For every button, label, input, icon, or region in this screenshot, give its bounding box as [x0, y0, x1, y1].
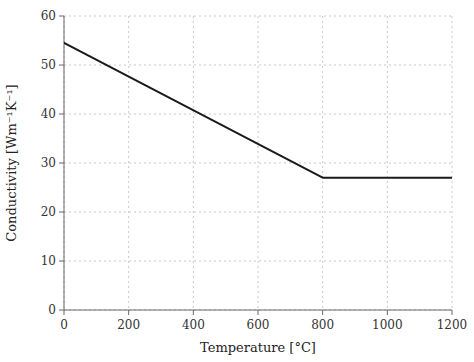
x-tick-label: 200: [117, 318, 140, 332]
y-tick-label: 0: [48, 303, 56, 317]
x-grid-line: [193, 16, 194, 310]
y-grid-line: [64, 65, 452, 66]
y-grid-line: [64, 114, 452, 115]
x-tick-label: 400: [182, 318, 205, 332]
x-grid-line: [387, 16, 388, 310]
x-grid-line: [258, 16, 259, 310]
y-tick-label: 20: [41, 205, 56, 219]
plot-area: [64, 43, 452, 178]
x-tick-label: 600: [247, 318, 270, 332]
y-tick-label: 60: [41, 9, 56, 23]
y-axis-label: Conductivity [Wm⁻¹K⁻¹]: [4, 84, 19, 241]
y-grid-line: [64, 163, 452, 164]
x-grid-line: [64, 16, 65, 310]
y-tick-label: 10: [41, 254, 56, 268]
y-tick: [59, 65, 64, 66]
x-tick-label: 1200: [437, 318, 468, 332]
x-tick-label: 1000: [372, 318, 403, 332]
y-grid-line: [64, 310, 452, 311]
y-grid-line: [64, 261, 452, 262]
chart-svg: 0 200 400 600 800 1000 1200 0 10 20 30 40 50 60 Temper…: [0, 0, 474, 362]
y-tick-label: 30: [41, 156, 56, 170]
data-line: [64, 43, 452, 178]
x-tick: [387, 310, 388, 315]
axes: 0 200 400 600 800 1000 1200 0 10 20 30 40 50 60: [41, 9, 468, 332]
x-tick: [258, 310, 259, 315]
y-grid-line: [64, 212, 452, 213]
grid: [64, 16, 452, 310]
x-tick: [452, 310, 453, 315]
x-tick-label: 0: [60, 318, 68, 332]
chart-container: 0 200 400 600 800 1000 1200 0 10 20 30 40 50 60 Temper…: [0, 0, 474, 362]
x-axis-line: [64, 310, 452, 311]
y-tick: [59, 212, 64, 213]
y-tick: [59, 261, 64, 262]
background: [0, 0, 474, 362]
y-tick: [59, 16, 64, 17]
y-tick: [59, 310, 64, 311]
x-tick: [128, 310, 129, 315]
x-tick: [322, 310, 323, 315]
x-tick: [64, 310, 65, 315]
y-tick-label: 40: [41, 107, 56, 121]
y-grid-line: [64, 16, 452, 17]
x-grid-line: [322, 16, 323, 310]
y-axis-line: [64, 16, 65, 310]
x-tick: [193, 310, 194, 315]
y-tick-label: 50: [41, 58, 56, 72]
y-tick: [59, 163, 64, 164]
x-axis-label: Temperature [°C]: [200, 340, 316, 355]
y-tick: [59, 114, 64, 115]
x-tick-label: 800: [311, 318, 334, 332]
